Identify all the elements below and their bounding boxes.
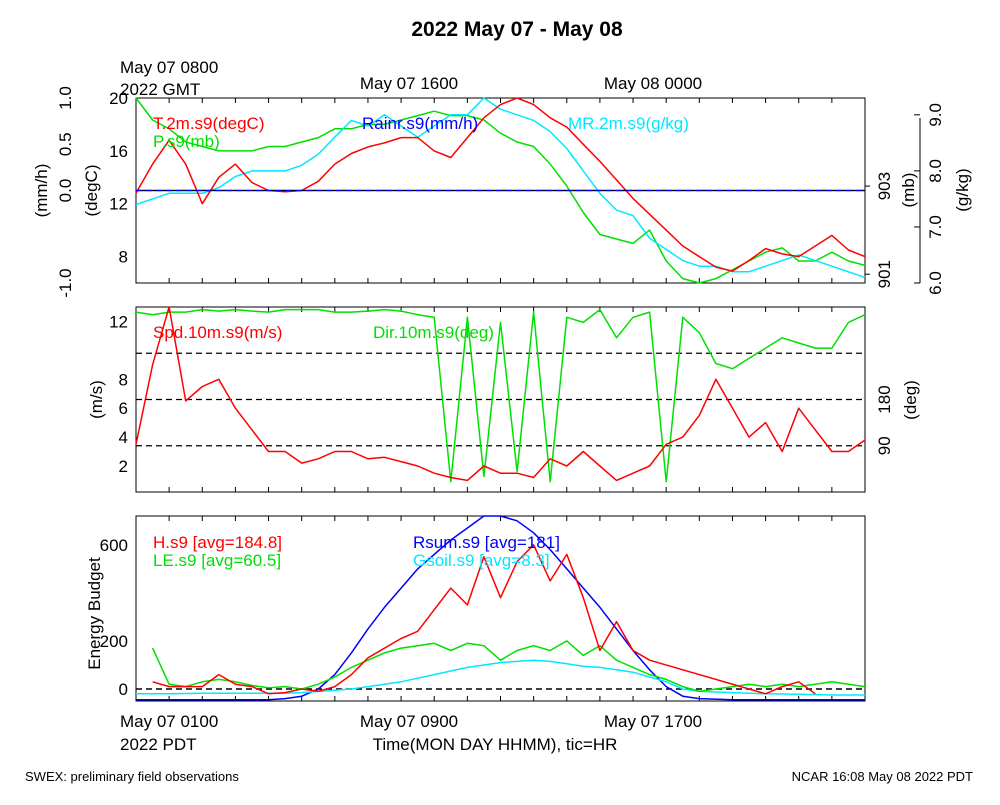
legend-soil-heat: Gsoil.s9 [avg=8.3] <box>413 551 550 570</box>
mixing-ratio-axis-tick-label: 8.0 <box>926 159 945 183</box>
panel-wind: 2 4 6 8 12 (m/s) 90 180 (deg) Spd.10m.s9(m/s) Dir.… <box>87 306 920 493</box>
footer-left: SWEX: preliminary field observations <box>25 769 239 784</box>
chart-title: 2022 May 07 - May 08 <box>411 18 623 41</box>
energy-h-series <box>152 544 816 695</box>
bottom-time-mid: May 07 0900 <box>360 712 458 731</box>
bottom-time-end: May 07 1700 <box>604 712 702 731</box>
mixing-ratio-axis-tick-label: 7.0 <box>926 215 945 239</box>
mixing-ratio-axis-tick-label: 6.0 <box>926 271 945 295</box>
temp-axis-tick-label: 20 <box>109 89 128 108</box>
x-axis-label: Time(MON DAY HHMM), tic=HR <box>373 735 618 754</box>
wind-direction-series <box>135 308 866 483</box>
legend-latent-heat: LE.s9 [avg=60.5] <box>153 551 281 570</box>
direction-axis-label: (deg) <box>901 380 920 420</box>
legend-radiation-sum: Rsum.s9 [avg=181] <box>413 533 560 552</box>
bottom-time-start-line1: May 07 0100 <box>120 712 218 731</box>
pressure-axis-tick-label: 901 <box>875 260 894 288</box>
legend-wind-speed: Spd.10m.s9(m/s) <box>153 323 282 342</box>
mixing-ratio-axis-label: (g/kg) <box>953 168 972 211</box>
rain-axis-tick-label: 1.0 <box>56 86 75 110</box>
energy-rsum-series <box>136 515 865 701</box>
energy-axis-tick-label: 0 <box>119 680 128 699</box>
speed-axis-tick-label: 4 <box>119 428 128 447</box>
temp-axis-tick-label: 8 <box>119 248 128 267</box>
temp-axis-tick-label: 16 <box>109 142 128 161</box>
legend-rain: Rainr.s9(mm/h) <box>362 114 478 133</box>
meteorology-series-3 <box>135 97 866 279</box>
temp-axis-tick-label: 12 <box>109 195 128 214</box>
speed-axis-label: (m/s) <box>87 380 106 419</box>
rain-axis-tick-label: -1.0 <box>56 268 75 297</box>
energy-le-series <box>151 640 866 693</box>
speed-axis-tick-label: 6 <box>119 399 128 418</box>
energy-axis-tick-label: 600 <box>100 536 128 555</box>
pressure-axis-label: (mb) <box>899 173 918 208</box>
mixing-ratio-axis-tick-label: 9.0 <box>926 103 945 127</box>
top-time-start-line2: 2022 GMT <box>120 80 200 99</box>
legend-wind-direction: Dir.10m.s9(deg) <box>373 323 494 342</box>
rain-axis-tick-label: 0.5 <box>56 132 75 156</box>
bottom-time-start-line2: 2022 PDT <box>120 735 197 754</box>
legend-temperature: T.2m.s9(degC) <box>153 114 264 133</box>
top-time-mid: May 07 1600 <box>360 74 458 93</box>
rain-axis-tick-label: 0.0 <box>56 179 75 203</box>
panel-meteorology: -1.0 0.0 0.5 1.0 (mm/h) 8 12 16 20 (degC) 901 903 (m… <box>32 86 972 297</box>
speed-axis-tick-label: 12 <box>109 312 128 331</box>
energy-axis-label: Energy Budget <box>85 557 104 670</box>
legend-mixing-ratio: MR.2m.s9(g/kg) <box>568 114 689 133</box>
speed-axis-tick-label: 8 <box>119 370 128 389</box>
pressure-axis-tick-label: 903 <box>875 172 894 200</box>
temp-axis-label: (degC) <box>82 165 101 217</box>
rain-axis-label: (mm/h) <box>32 164 51 218</box>
energy-axis-tick-label: 200 <box>100 632 128 651</box>
panel-energy: 0 200 600 Energy Budget H.s9 [avg=184.8]LE.s… <box>85 515 866 702</box>
legend-sensible-heat: H.s9 [avg=184.8] <box>153 533 282 552</box>
footer-right: NCAR 16:08 May 08 2022 PDT <box>792 769 973 784</box>
speed-axis-tick-label: 2 <box>119 457 128 476</box>
direction-axis-tick-label: 90 <box>875 436 894 455</box>
wind-speed-series <box>135 306 866 482</box>
meteorology-series-0 <box>135 97 866 272</box>
energy-gsoil-series <box>136 659 865 696</box>
direction-axis-tick-label: 180 <box>875 385 894 413</box>
top-time-start-line1: May 07 0800 <box>120 58 218 77</box>
top-time-end: May 08 0000 <box>604 74 702 93</box>
legend-pressure: P.s9(mb) <box>153 132 220 151</box>
